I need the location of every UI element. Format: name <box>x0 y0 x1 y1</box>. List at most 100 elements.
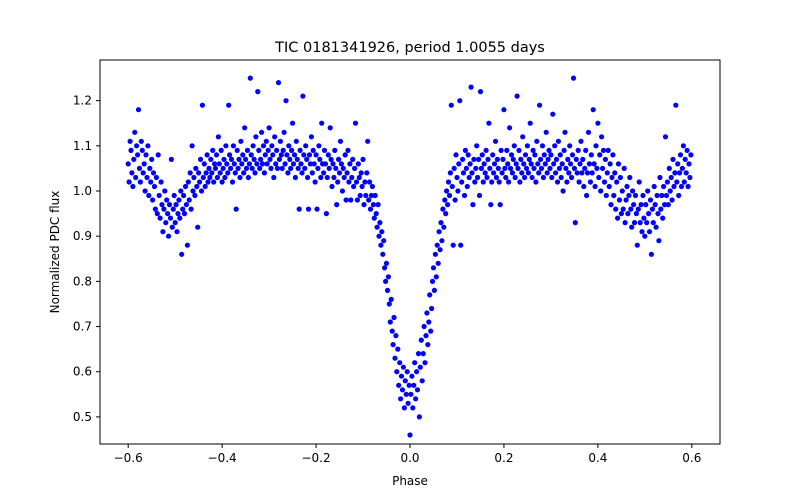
data-point <box>345 147 351 153</box>
data-point <box>156 192 162 199</box>
data-point <box>476 156 482 162</box>
data-point <box>212 165 219 171</box>
data-point <box>142 188 148 194</box>
data-point <box>207 174 213 181</box>
data-point <box>587 179 594 185</box>
data-point <box>580 156 586 162</box>
data-point <box>674 179 680 185</box>
data-point <box>491 170 497 176</box>
data-point <box>170 206 176 212</box>
data-point <box>611 192 617 199</box>
data-point <box>612 170 618 176</box>
data-point <box>344 170 350 176</box>
y-tick-label: 1.1 <box>73 139 92 153</box>
data-point <box>126 179 132 185</box>
data-point <box>309 170 315 176</box>
y-tick-label: 0.5 <box>73 410 92 424</box>
data-point <box>616 197 623 203</box>
data-point <box>518 156 524 162</box>
data-point <box>272 134 278 140</box>
data-point <box>219 179 225 185</box>
data-point <box>469 170 475 176</box>
data-point <box>305 174 311 181</box>
data-point <box>369 183 375 190</box>
data-point <box>503 174 509 181</box>
data-point <box>163 220 169 226</box>
data-point <box>263 138 269 144</box>
data-point <box>390 342 396 348</box>
data-point <box>229 179 236 185</box>
data-point <box>292 174 298 181</box>
data-point <box>521 161 527 167</box>
data-point <box>238 138 244 144</box>
data-point <box>542 161 548 167</box>
data-point <box>162 188 168 194</box>
data-point <box>455 188 461 194</box>
data-point <box>559 161 565 167</box>
data-point <box>303 143 309 149</box>
data-point <box>224 161 230 167</box>
data-point <box>334 202 340 208</box>
data-point <box>436 229 442 235</box>
data-point <box>665 202 671 208</box>
data-point <box>177 215 183 221</box>
data-point <box>387 319 393 325</box>
data-point <box>332 147 338 153</box>
data-point <box>490 152 496 158</box>
data-point <box>200 174 206 181</box>
data-point <box>553 170 559 176</box>
data-point <box>147 165 153 171</box>
data-point <box>349 174 355 181</box>
data-point <box>614 179 620 185</box>
data-point <box>486 120 492 126</box>
data-point <box>675 161 681 167</box>
data-point <box>676 192 682 199</box>
data-point <box>341 174 347 181</box>
data-point <box>331 174 337 181</box>
x-tick-label: −0.2 <box>301 451 330 465</box>
data-point <box>234 147 240 153</box>
data-point <box>492 138 499 144</box>
data-point <box>384 287 391 293</box>
data-point <box>586 161 593 167</box>
data-point <box>352 165 358 171</box>
data-point <box>239 161 245 167</box>
data-point <box>597 152 603 158</box>
data-point <box>363 192 369 199</box>
data-point <box>403 391 409 397</box>
data-point <box>311 161 317 167</box>
data-point <box>235 165 241 171</box>
data-point <box>510 156 516 162</box>
data-point <box>685 183 691 190</box>
data-point <box>684 147 690 153</box>
data-point <box>615 161 622 167</box>
data-point <box>160 229 166 235</box>
data-point <box>563 165 569 171</box>
y-axis-label: Normalized PDC flux <box>48 191 62 314</box>
data-point <box>539 143 546 149</box>
data-point <box>259 129 265 135</box>
data-point <box>634 242 640 248</box>
data-point <box>150 170 157 176</box>
data-point <box>155 152 161 158</box>
data-point <box>651 183 657 190</box>
data-point <box>485 156 491 162</box>
data-point <box>431 287 437 293</box>
data-point <box>337 138 344 144</box>
data-point <box>218 147 224 153</box>
data-point <box>159 202 165 208</box>
data-point <box>275 80 282 86</box>
data-point <box>366 197 372 203</box>
data-point <box>208 156 214 162</box>
data-point <box>352 120 359 126</box>
data-point <box>278 152 284 158</box>
data-point <box>172 220 178 226</box>
data-point <box>507 165 514 171</box>
data-point <box>186 197 192 203</box>
x-axis: −0.6 −0.4 −0.2 0.0 0.2 0.4 0.6 <box>114 444 701 465</box>
data-point <box>555 138 562 144</box>
data-point <box>296 206 302 212</box>
data-point <box>223 143 229 149</box>
data-point <box>148 179 154 185</box>
data-point <box>310 147 316 153</box>
